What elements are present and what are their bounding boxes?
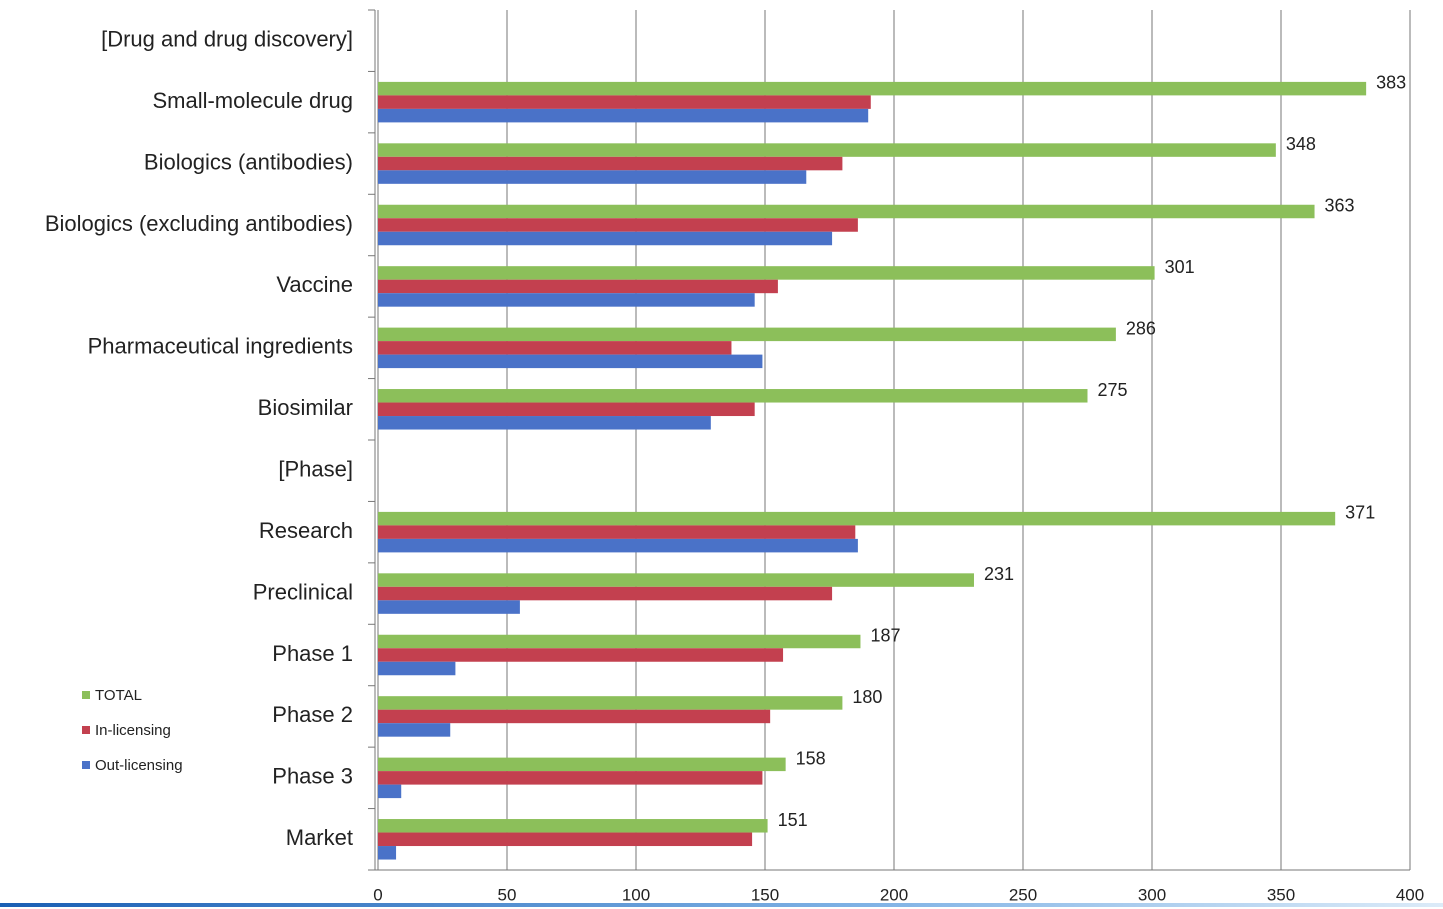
bar (378, 327, 1116, 342)
data-label: 371 (1345, 503, 1375, 523)
category-label: Phase 3 (272, 764, 353, 789)
bar (378, 170, 807, 184)
x-tick-label: 300 (1138, 885, 1166, 904)
bar (378, 757, 786, 772)
x-tick-label: 150 (751, 885, 779, 904)
x-tick-label: 0 (373, 885, 382, 904)
bar (378, 723, 451, 737)
category-label: Phase 2 (272, 702, 353, 727)
data-label: 275 (1098, 380, 1128, 400)
bar (378, 586, 833, 601)
data-label: 383 (1376, 73, 1406, 93)
bar (378, 661, 456, 676)
category-label: Research (259, 518, 353, 543)
bar (378, 81, 1367, 96)
bar (378, 648, 784, 662)
data-label: 187 (870, 626, 900, 646)
bar (378, 573, 974, 587)
legend-label: Out-licensing (95, 757, 183, 774)
bar (378, 696, 843, 710)
legend-swatch (82, 726, 90, 734)
bar (378, 511, 1336, 526)
legend-label: In-licensing (95, 722, 171, 739)
decor-line (0, 903, 1443, 907)
bar (378, 846, 397, 860)
x-tick-label: 350 (1267, 885, 1295, 904)
bar (378, 538, 858, 553)
category-label: Biosimilar (258, 395, 353, 420)
category-label: [Phase] (278, 457, 353, 482)
legend-label: TOTAL (95, 687, 142, 704)
category-label: Phase 1 (272, 641, 353, 666)
data-label: 301 (1165, 257, 1195, 277)
bar (378, 156, 843, 171)
bar (378, 143, 1276, 157)
category-label: Biologics (excluding antibodies) (45, 211, 353, 236)
data-label: 348 (1286, 134, 1316, 154)
category-label: Biologics (antibodies) (144, 149, 353, 174)
bar (378, 771, 763, 785)
bar (378, 204, 1315, 219)
data-label: 158 (796, 748, 826, 768)
x-tick-label: 250 (1009, 885, 1037, 904)
bar (378, 416, 711, 430)
data-label: 151 (778, 810, 808, 830)
data-label: 363 (1325, 196, 1355, 216)
bar (378, 341, 732, 355)
x-tick-label: 200 (880, 885, 908, 904)
bar (378, 525, 856, 539)
legend-swatch (82, 691, 90, 699)
legend-swatch (82, 761, 90, 769)
bar (378, 819, 768, 833)
bar (378, 95, 871, 109)
x-tick-label: 400 (1396, 885, 1424, 904)
x-tick-label: 50 (498, 885, 517, 904)
bar (378, 218, 858, 232)
bar (378, 108, 869, 123)
bar (378, 293, 755, 307)
category-label: Vaccine (276, 272, 353, 297)
data-label: 286 (1126, 318, 1156, 338)
bar (378, 832, 753, 847)
bar (378, 266, 1155, 280)
data-label: 231 (984, 564, 1014, 584)
x-tick-label: 100 (622, 885, 650, 904)
bar (378, 279, 778, 294)
data-label: 180 (852, 687, 882, 707)
category-label: Pharmaceutical ingredients (88, 334, 353, 359)
bar (378, 600, 520, 614)
category-label: Preclinical (253, 579, 353, 604)
bar (378, 709, 771, 724)
category-label: Small-molecule drug (152, 88, 353, 113)
bar (378, 634, 861, 649)
category-label: [Drug and drug discovery] (101, 27, 353, 52)
bar (378, 354, 763, 369)
bar (378, 389, 1088, 403)
bar (378, 402, 755, 417)
bar (378, 231, 833, 246)
bar (378, 784, 402, 799)
category-label: Market (286, 825, 353, 850)
